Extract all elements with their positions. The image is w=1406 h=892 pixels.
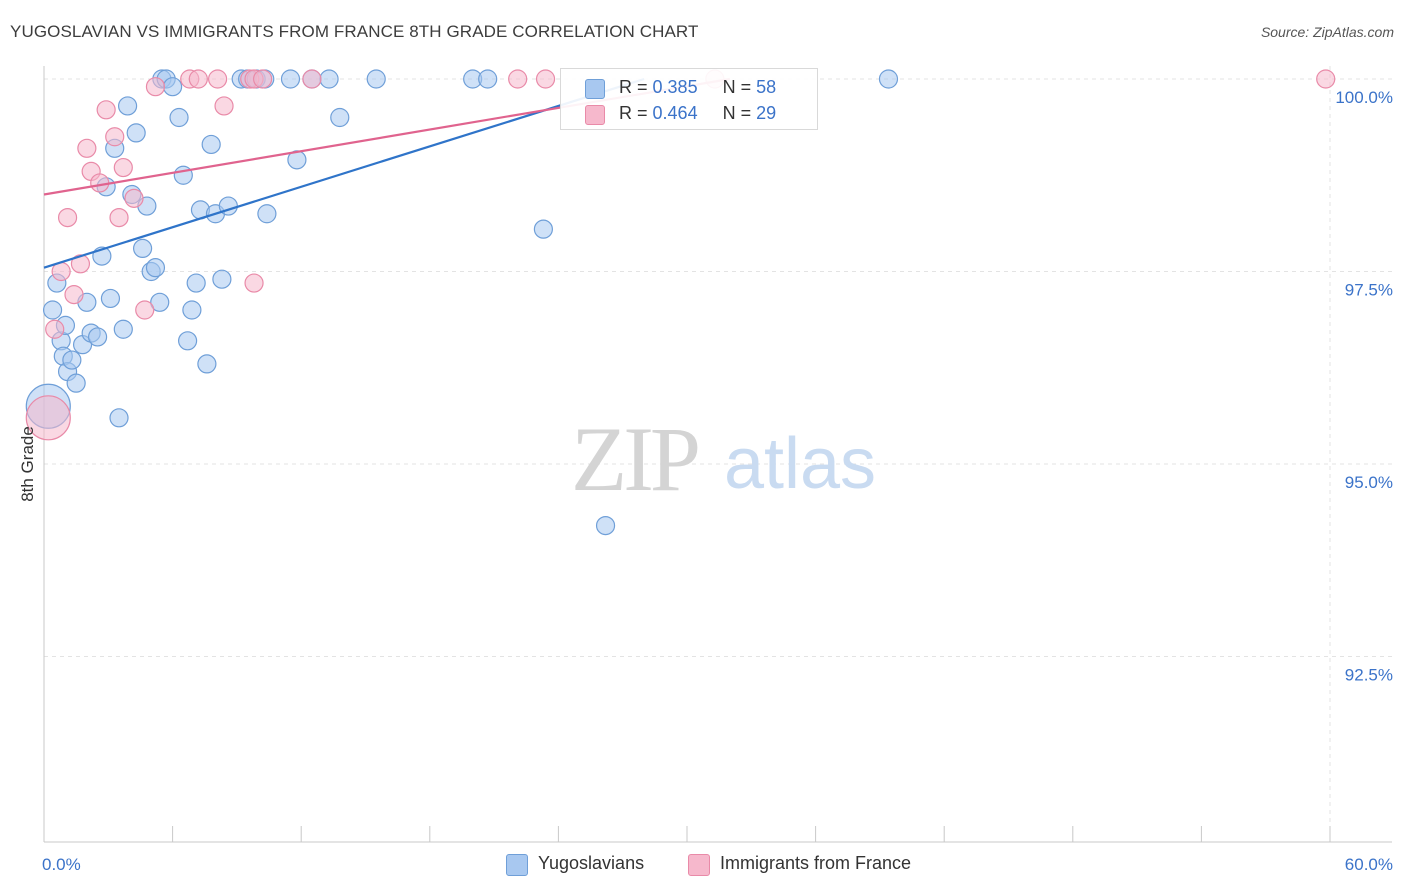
point-yugoslavians xyxy=(132,238,153,258)
point-yugoslavians xyxy=(319,69,339,89)
gridlines xyxy=(44,66,1392,842)
point-france xyxy=(70,254,91,274)
point-yugoslavians xyxy=(197,354,217,374)
point-france xyxy=(253,69,273,89)
stats-n-label: N = xyxy=(722,77,752,97)
point-yugoslavians xyxy=(878,69,899,89)
point-france xyxy=(208,69,228,89)
point-yugoslavians xyxy=(186,273,206,293)
stats-text: R = 0.464 N = 29 xyxy=(619,103,776,124)
point-yugoslavians xyxy=(163,77,183,97)
point-france xyxy=(113,157,133,178)
point-yugoslavians xyxy=(280,69,301,89)
point-france xyxy=(302,69,322,89)
point-yugoslavians xyxy=(100,288,121,309)
point-yugoslavians xyxy=(478,69,498,89)
point-yugoslavians xyxy=(330,107,350,128)
point-france xyxy=(1316,69,1336,89)
y-tick-label: 100.0% xyxy=(1335,88,1393,107)
legend-swatch-blue xyxy=(506,854,528,876)
chart-title: YUGOSLAVIAN VS IMMIGRANTS FROM FRANCE 8T… xyxy=(10,22,699,41)
y-tick-label: 97.5% xyxy=(1345,281,1393,300)
point-france xyxy=(64,285,84,305)
stats-r-label: R = xyxy=(619,77,648,97)
point-yugoslavians xyxy=(257,204,277,224)
stats-n-value: 58 xyxy=(756,77,777,97)
axes xyxy=(43,66,1392,843)
point-france xyxy=(214,96,234,116)
point-france xyxy=(109,208,129,228)
point-yugoslavians xyxy=(87,327,108,347)
point-yugoslavians xyxy=(42,300,63,320)
point-yugoslavians xyxy=(113,319,133,339)
y-axis-label: 8th Grade xyxy=(18,426,37,502)
stats-text: R = 0.385 N = 58 xyxy=(619,77,776,98)
point-yugoslavians xyxy=(178,331,198,351)
point-yugoslavians xyxy=(169,107,189,128)
legend-label: Yugoslavians xyxy=(538,853,645,873)
point-yugoslavians xyxy=(145,258,166,278)
point-yugoslavians xyxy=(117,96,138,116)
chart-legend: Yugoslavians Immigrants from France xyxy=(0,852,1406,878)
stats-r-label: R = xyxy=(619,103,648,123)
legend-label: Immigrants from France xyxy=(720,853,912,873)
watermark: ZIP atlas xyxy=(571,408,876,510)
point-yugoslavians xyxy=(212,269,232,289)
point-france xyxy=(124,188,144,208)
x-tick-label: 0.0% xyxy=(42,855,81,874)
point-france xyxy=(145,77,166,97)
point-yugoslavians xyxy=(66,373,86,393)
point-france xyxy=(105,127,125,147)
stats-swatch-pink xyxy=(585,105,605,125)
point-france xyxy=(96,100,116,120)
stats-n-label: N = xyxy=(722,103,752,123)
point-france xyxy=(45,319,65,339)
point-france xyxy=(535,69,556,89)
point-france xyxy=(57,208,78,228)
point-yugoslavians xyxy=(62,350,82,370)
point-france xyxy=(25,395,71,441)
point-france xyxy=(77,138,97,158)
point-france xyxy=(135,300,155,320)
correlation-stats-box: R = 0.385 N = 58 R = 0.464 N = 29 xyxy=(560,68,818,130)
point-yugoslavians xyxy=(109,408,129,428)
point-yugoslavians xyxy=(182,300,202,320)
point-france xyxy=(244,273,264,293)
source-label: Source: ZipAtlas.com xyxy=(1260,24,1394,40)
point-yugoslavians xyxy=(201,134,221,155)
point-france xyxy=(188,69,208,89)
stats-r-value: 0.464 xyxy=(652,103,698,123)
watermark-zip: ZIP xyxy=(571,408,698,510)
point-yugoslavians xyxy=(150,292,170,312)
y-tick-label: 92.5% xyxy=(1345,666,1393,685)
point-yugoslavians xyxy=(533,219,553,239)
stats-n-value: 29 xyxy=(756,103,777,123)
tick-labels: 100.0% 97.5% 95.0% 92.5% 0.0% 60.0% xyxy=(42,88,1393,874)
stats-swatch-blue xyxy=(585,79,605,99)
point-yugoslavians xyxy=(126,123,146,143)
x-tick-label: 60.0% xyxy=(1345,855,1393,874)
point-yugoslavians xyxy=(595,515,616,536)
legend-swatch-pink xyxy=(688,854,710,876)
watermark-atlas: atlas xyxy=(724,424,876,504)
stats-r-value: 0.385 xyxy=(652,77,698,97)
point-france xyxy=(508,69,528,89)
point-yugoslavians xyxy=(366,69,386,89)
y-tick-label: 95.0% xyxy=(1345,473,1393,492)
data-points xyxy=(25,69,1336,536)
